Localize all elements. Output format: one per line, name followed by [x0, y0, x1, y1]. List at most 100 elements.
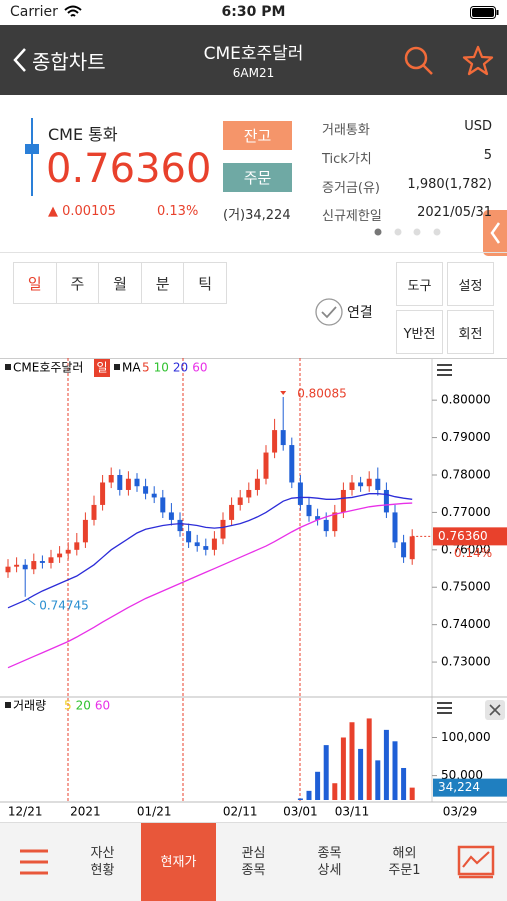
candle-body [82, 519, 88, 543]
chart-title: CME호주달러 [13, 361, 83, 375]
info-value: 5 [483, 148, 492, 163]
candle-body [229, 504, 235, 520]
x-tick-label: 03/01 [283, 805, 318, 819]
y-tick-label: 0.78000 [441, 467, 491, 481]
bottom-tab[interactable]: 해외 주문1 [367, 823, 442, 901]
candle-body [383, 489, 389, 513]
y-tick-label: 0.76000 [441, 542, 491, 556]
quote-volume: (거)34,224 [223, 208, 291, 223]
link-checkbox[interactable] [314, 297, 344, 327]
volume-bar [409, 787, 415, 800]
candle-body [177, 519, 183, 532]
bottom-tab[interactable]: 자산 현황 [65, 823, 140, 901]
info-label: 증거금(유) [322, 181, 380, 196]
menu-button[interactable] [18, 847, 50, 877]
candle-body [108, 474, 114, 483]
volume-bar [349, 722, 355, 800]
ma-label: MA [122, 361, 141, 375]
control-button[interactable]: Y반전 [396, 310, 443, 354]
current-price-label: 0.76360 [438, 529, 488, 543]
carrier: Carrier [10, 4, 58, 20]
close-button[interactable] [485, 700, 505, 720]
wifi-icon [64, 5, 82, 17]
candle-body [401, 542, 407, 558]
candle-body [91, 504, 97, 520]
period-tab[interactable]: 주 [55, 262, 100, 304]
menu-icon[interactable] [437, 702, 452, 714]
control-button[interactable]: 도구 [396, 262, 443, 306]
bottom-tab[interactable]: 관심 종목 [216, 823, 291, 901]
period-tab[interactable]: 틱 [183, 262, 227, 304]
control-button[interactable]: 설정 [447, 262, 494, 306]
volume-bar [401, 767, 407, 800]
candle-body [203, 546, 209, 550]
pager-dots [374, 228, 441, 236]
volume-bar [340, 737, 346, 800]
bottom-tab-label: 해외 [392, 846, 417, 861]
back-label[interactable]: 종합차트 [32, 50, 106, 74]
candle-body [48, 557, 54, 563]
nav-bar: 종합차트 CME호주달러 6AM21 [0, 25, 507, 95]
period-tab[interactable]: 일 [13, 262, 57, 304]
candle-body [237, 497, 243, 505]
side-tab[interactable] [483, 210, 507, 256]
y-tick-label: 0.75000 [441, 580, 491, 594]
x-tick-label: 02/11 [223, 805, 258, 819]
balance-button[interactable]: 잔고 [223, 121, 292, 150]
info-label: Tick가치 [322, 152, 372, 167]
control-button[interactable]: 회전 [447, 310, 494, 354]
candle-body [22, 564, 28, 570]
x-tick-label: 01/21 [137, 805, 172, 819]
current-change-label: 0.14% [454, 546, 492, 560]
bottom-tab[interactable]: 종목 상세 [292, 823, 367, 901]
y-tick-label: 0.79000 [441, 430, 491, 444]
ma-legend: 5 [142, 361, 150, 375]
candle-body [57, 553, 63, 558]
ma-legend: 60 [192, 361, 207, 375]
volume-bar [392, 741, 398, 800]
nav-subtitle: 6AM21 [232, 66, 275, 80]
volume-legend: 60 [95, 699, 110, 713]
star-icon[interactable] [462, 45, 494, 77]
menu-icon[interactable] [437, 364, 452, 376]
candle-body [151, 493, 157, 498]
order-button[interactable]: 주문 [223, 163, 292, 192]
volume-title: 거래량 [13, 699, 46, 713]
battery-icon [470, 6, 499, 19]
tab-bar: 자산 현황 현재가 관심 종목 종목 상세 해외 주문1 [0, 822, 507, 901]
volume-bar [306, 790, 312, 800]
info-label: 신규제한일 [322, 209, 382, 224]
bottom-tab[interactable]: 현재가 [141, 823, 216, 901]
candle-body [117, 474, 123, 490]
bottom-tab-label: 종목 [241, 863, 266, 878]
candle-body [211, 538, 217, 550]
legend-square [5, 702, 11, 708]
max-label: 0.80085 [297, 386, 347, 400]
candle-body [297, 482, 303, 505]
candle-body [31, 561, 37, 570]
link-label[interactable]: 연결 [347, 305, 373, 321]
candle-body [375, 478, 381, 490]
volume-bar [375, 760, 381, 800]
bottom-tab-label: 상세 [317, 863, 342, 878]
candle-body [409, 536, 415, 560]
period-tab[interactable]: 월 [98, 262, 142, 304]
candle-body [39, 561, 45, 563]
ma-line [7, 502, 413, 669]
volume-legend: 5 [64, 699, 72, 713]
chart-button[interactable] [457, 845, 495, 879]
divider [0, 252, 507, 253]
y-tick-label: 0.74000 [441, 617, 491, 631]
nav-title: CME호주달러 [203, 44, 304, 64]
period-tab[interactable]: 분 [140, 262, 185, 304]
candle-body [366, 478, 372, 487]
period-badge [94, 359, 110, 377]
search-icon[interactable] [403, 45, 435, 77]
bottom-tab-label: 현재가 [160, 854, 197, 870]
back-icon[interactable] [13, 47, 27, 73]
volume-bar [358, 748, 364, 800]
candle-body [194, 542, 200, 547]
candle-body [315, 516, 321, 520]
info-value: 2021/05/31 [417, 205, 492, 220]
